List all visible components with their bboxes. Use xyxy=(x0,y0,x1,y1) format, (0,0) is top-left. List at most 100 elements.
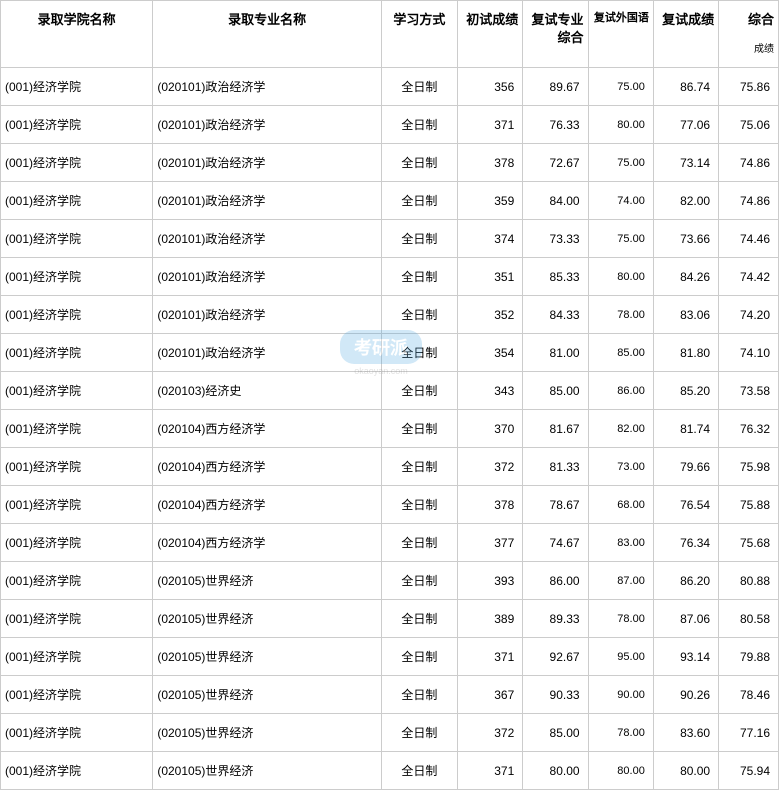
cell-retest-score: 82.00 xyxy=(653,182,718,220)
cell-retest-comp: 84.00 xyxy=(523,182,588,220)
cell-total: 75.88 xyxy=(719,486,779,524)
cell-major: (020103)经济史 xyxy=(153,372,382,410)
cell-prelim-score: 371 xyxy=(457,106,522,144)
header-total: 综合 成绩 xyxy=(719,1,779,68)
cell-college: (001)经济学院 xyxy=(1,68,153,106)
cell-college: (001)经济学院 xyxy=(1,144,153,182)
cell-college: (001)经济学院 xyxy=(1,714,153,752)
cell-college: (001)经济学院 xyxy=(1,562,153,600)
cell-college: (001)经济学院 xyxy=(1,448,153,486)
table-body: (001)经济学院(020101)政治经济学全日制35689.6775.0086… xyxy=(1,68,779,790)
cell-retest-score: 86.74 xyxy=(653,68,718,106)
table-row: (001)经济学院(020105)世界经济全日制37180.0080.0080.… xyxy=(1,752,779,790)
table-row: (001)经济学院(020105)世界经济全日制37192.6795.0093.… xyxy=(1,638,779,676)
cell-retest-comp: 76.33 xyxy=(523,106,588,144)
cell-prelim-score: 378 xyxy=(457,486,522,524)
cell-college: (001)经济学院 xyxy=(1,600,153,638)
cell-college: (001)经济学院 xyxy=(1,334,153,372)
header-total-main: 综合 xyxy=(748,12,774,27)
cell-retest-score: 79.66 xyxy=(653,448,718,486)
cell-study-mode: 全日制 xyxy=(381,752,457,790)
cell-total: 77.16 xyxy=(719,714,779,752)
table-row: (001)经济学院(020105)世界经济全日制37285.0078.0083.… xyxy=(1,714,779,752)
header-row: 录取学院名称 录取专业名称 学习方式 初试成绩 复试专业综合 复试外国语 复试成… xyxy=(1,1,779,68)
cell-retest-comp: 72.67 xyxy=(523,144,588,182)
cell-total: 74.20 xyxy=(719,296,779,334)
cell-total: 75.86 xyxy=(719,68,779,106)
cell-study-mode: 全日制 xyxy=(381,334,457,372)
table-row: (001)经济学院(020101)政治经济学全日制37473.3375.0073… xyxy=(1,220,779,258)
table-row: (001)经济学院(020105)世界经济全日制36790.3390.0090.… xyxy=(1,676,779,714)
header-major: 录取专业名称 xyxy=(153,1,382,68)
cell-retest-lang: 83.00 xyxy=(588,524,653,562)
cell-retest-lang: 75.00 xyxy=(588,68,653,106)
admission-table: 录取学院名称 录取专业名称 学习方式 初试成绩 复试专业综合 复试外国语 复试成… xyxy=(0,0,779,790)
cell-retest-score: 85.20 xyxy=(653,372,718,410)
cell-college: (001)经济学院 xyxy=(1,182,153,220)
cell-study-mode: 全日制 xyxy=(381,182,457,220)
cell-retest-lang: 85.00 xyxy=(588,334,653,372)
cell-retest-comp: 81.67 xyxy=(523,410,588,448)
cell-prelim-score: 372 xyxy=(457,448,522,486)
cell-college: (001)经济学院 xyxy=(1,258,153,296)
cell-major: (020105)世界经济 xyxy=(153,638,382,676)
table-head: 录取学院名称 录取专业名称 学习方式 初试成绩 复试专业综合 复试外国语 复试成… xyxy=(1,1,779,68)
cell-retest-comp: 89.67 xyxy=(523,68,588,106)
cell-retest-score: 76.54 xyxy=(653,486,718,524)
cell-prelim-score: 367 xyxy=(457,676,522,714)
cell-study-mode: 全日制 xyxy=(381,68,457,106)
cell-retest-score: 83.06 xyxy=(653,296,718,334)
cell-retest-comp: 92.67 xyxy=(523,638,588,676)
table-row: (001)经济学院(020105)世界经济全日制39386.0087.0086.… xyxy=(1,562,779,600)
cell-retest-lang: 80.00 xyxy=(588,752,653,790)
table-row: (001)经济学院(020101)政治经济学全日制35481.0085.0081… xyxy=(1,334,779,372)
cell-study-mode: 全日制 xyxy=(381,562,457,600)
cell-college: (001)经济学院 xyxy=(1,220,153,258)
cell-major: (020105)世界经济 xyxy=(153,714,382,752)
cell-total: 74.86 xyxy=(719,182,779,220)
cell-prelim-score: 378 xyxy=(457,144,522,182)
cell-retest-score: 81.80 xyxy=(653,334,718,372)
cell-retest-lang: 87.00 xyxy=(588,562,653,600)
cell-total: 78.46 xyxy=(719,676,779,714)
cell-retest-comp: 81.33 xyxy=(523,448,588,486)
table-row: (001)经济学院(020104)西方经济学全日制37081.6782.0081… xyxy=(1,410,779,448)
table-row: (001)经济学院(020101)政治经济学全日制37872.6775.0073… xyxy=(1,144,779,182)
cell-retest-lang: 95.00 xyxy=(588,638,653,676)
cell-college: (001)经济学院 xyxy=(1,486,153,524)
cell-college: (001)经济学院 xyxy=(1,638,153,676)
cell-retest-lang: 75.00 xyxy=(588,144,653,182)
header-prelim-score: 初试成绩 xyxy=(457,1,522,68)
cell-retest-comp: 89.33 xyxy=(523,600,588,638)
cell-major: (020104)西方经济学 xyxy=(153,486,382,524)
cell-retest-score: 76.34 xyxy=(653,524,718,562)
cell-prelim-score: 371 xyxy=(457,752,522,790)
cell-retest-lang: 78.00 xyxy=(588,600,653,638)
cell-college: (001)经济学院 xyxy=(1,676,153,714)
cell-retest-lang: 68.00 xyxy=(588,486,653,524)
cell-major: (020101)政治经济学 xyxy=(153,296,382,334)
cell-major: (020104)西方经济学 xyxy=(153,410,382,448)
header-total-sub: 成绩 xyxy=(723,43,774,57)
cell-total: 75.94 xyxy=(719,752,779,790)
table-row: (001)经济学院(020101)政治经济学全日制35284.3378.0083… xyxy=(1,296,779,334)
cell-retest-comp: 81.00 xyxy=(523,334,588,372)
table-row: (001)经济学院(020104)西方经济学全日制37281.3373.0079… xyxy=(1,448,779,486)
cell-retest-lang: 73.00 xyxy=(588,448,653,486)
cell-study-mode: 全日制 xyxy=(381,372,457,410)
table-row: (001)经济学院(020104)西方经济学全日制37878.6768.0076… xyxy=(1,486,779,524)
cell-retest-comp: 85.00 xyxy=(523,372,588,410)
cell-total: 79.88 xyxy=(719,638,779,676)
cell-prelim-score: 359 xyxy=(457,182,522,220)
cell-major: (020101)政治经济学 xyxy=(153,182,382,220)
cell-study-mode: 全日制 xyxy=(381,524,457,562)
cell-major: (020105)世界经济 xyxy=(153,600,382,638)
cell-prelim-score: 356 xyxy=(457,68,522,106)
cell-total: 80.88 xyxy=(719,562,779,600)
cell-study-mode: 全日制 xyxy=(381,676,457,714)
table-row: (001)经济学院(020103)经济史全日制34385.0086.0085.2… xyxy=(1,372,779,410)
cell-retest-lang: 75.00 xyxy=(588,220,653,258)
cell-total: 75.98 xyxy=(719,448,779,486)
cell-college: (001)经济学院 xyxy=(1,410,153,448)
table-row: (001)经济学院(020101)政治经济学全日制37176.3380.0077… xyxy=(1,106,779,144)
